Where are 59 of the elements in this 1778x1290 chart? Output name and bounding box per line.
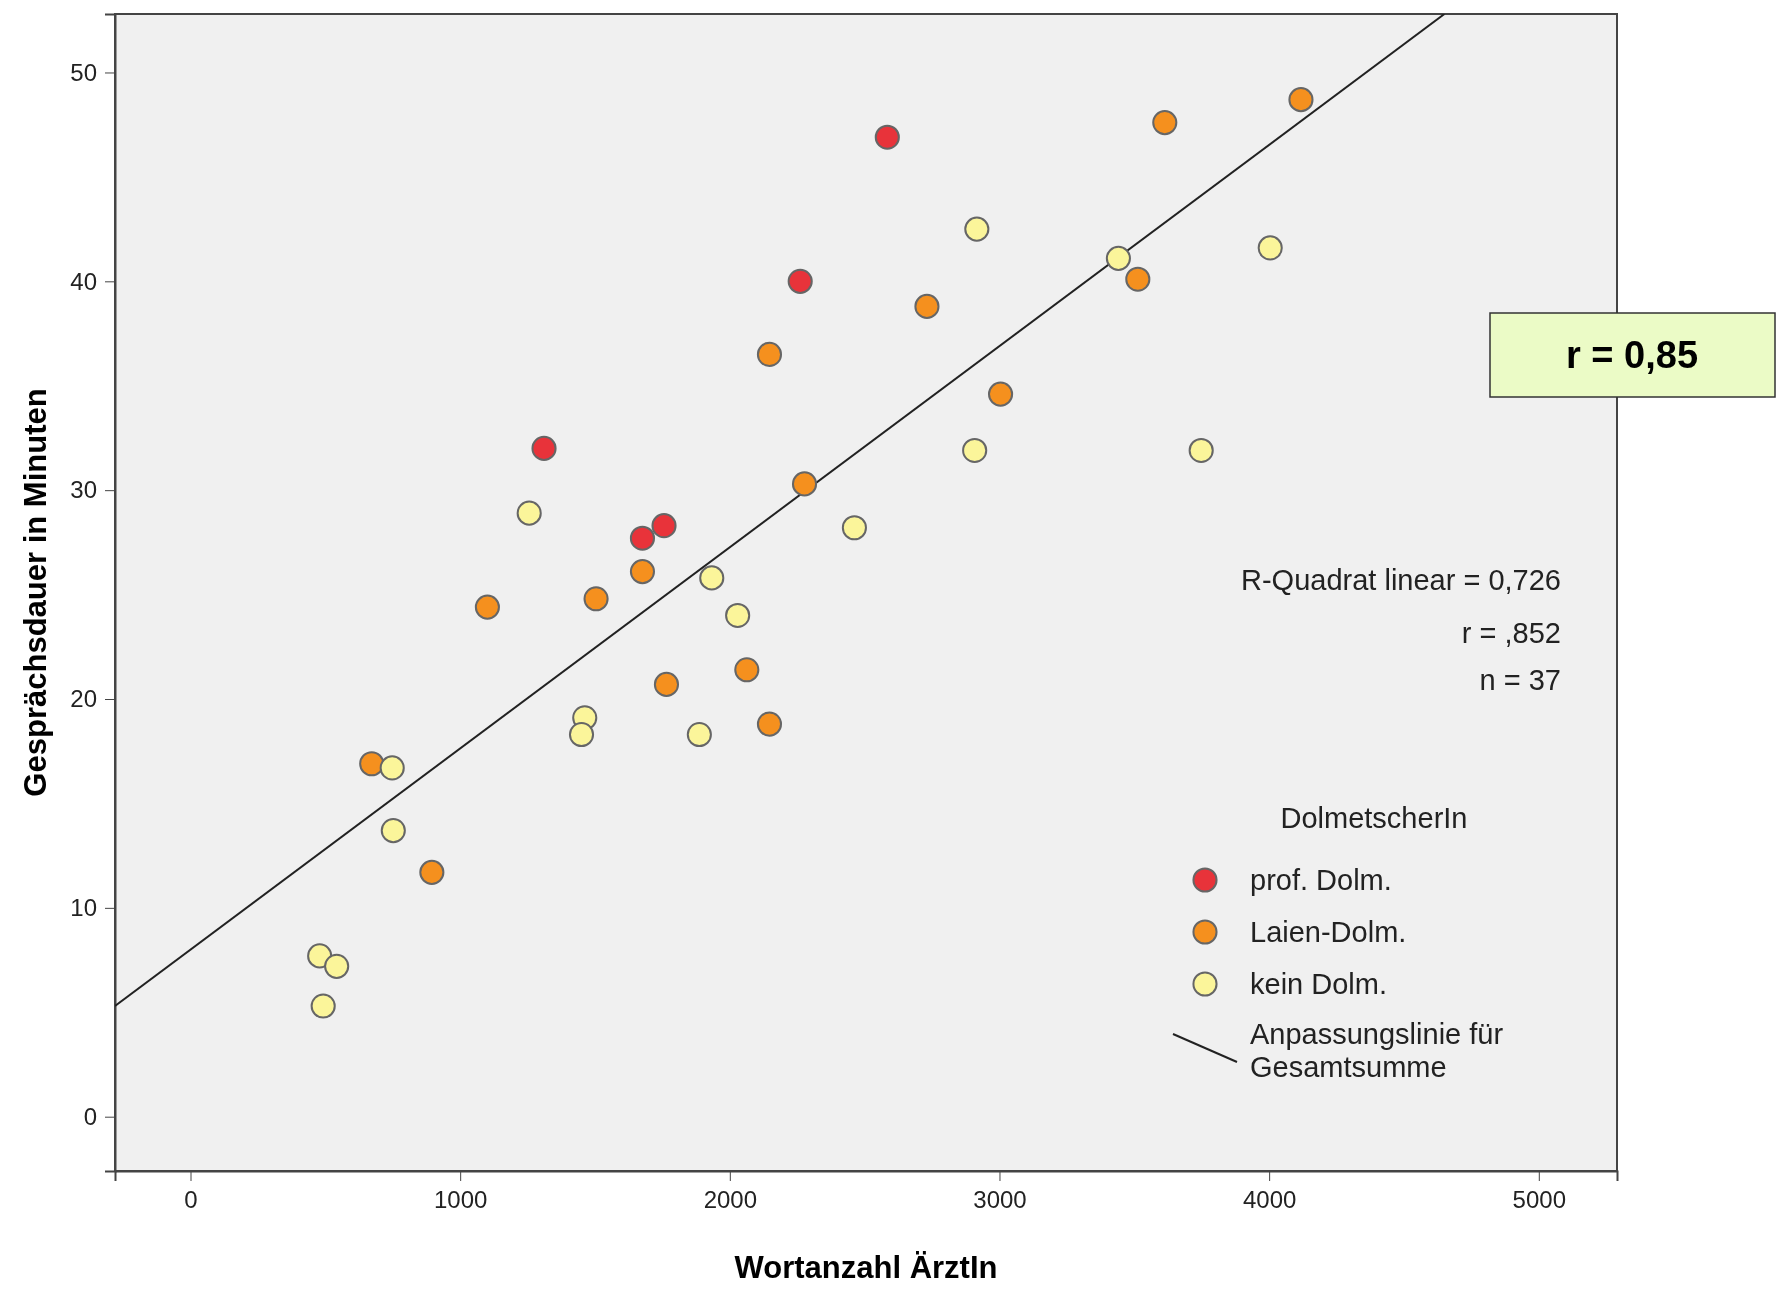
x-tick-label: 1000	[433, 1186, 488, 1214]
y-tick-label: 50	[70, 58, 97, 86]
x-tick-label: 5000	[1512, 1186, 1566, 1214]
point	[359, 751, 385, 777]
legend-title: DolmetscherIn	[1280, 802, 1468, 834]
y-tick-label: 10	[70, 894, 97, 922]
point	[1152, 110, 1178, 136]
point	[1188, 437, 1214, 464]
point	[419, 859, 445, 885]
point	[841, 515, 867, 541]
point	[629, 525, 656, 551]
point	[1257, 235, 1283, 261]
y-tick-label: 40	[70, 267, 97, 295]
point	[734, 657, 760, 683]
legend-label: Anpassungslinie für Gesamtsumme	[1250, 1018, 1504, 1083]
point	[653, 671, 680, 697]
point	[516, 500, 542, 526]
legend-label: prof. Dolm.	[1250, 864, 1392, 896]
point	[874, 124, 900, 150]
x-tick-label: 4000	[1242, 1186, 1297, 1214]
annotation: R-Quadrat linear = 0,726	[1241, 564, 1561, 596]
point	[756, 711, 783, 737]
point	[568, 721, 595, 748]
point	[1125, 266, 1151, 292]
point	[686, 721, 712, 748]
x-tick-label: 3000	[973, 1186, 1027, 1214]
point	[988, 381, 1014, 407]
point	[629, 559, 656, 585]
point	[310, 993, 336, 1019]
point	[725, 602, 751, 629]
point	[379, 755, 405, 781]
point	[756, 341, 783, 367]
legend-label: Laien-Dolm.	[1250, 916, 1407, 948]
point	[583, 586, 609, 612]
point	[1105, 245, 1131, 271]
legend-label: kein Dolm.	[1250, 968, 1387, 1000]
point	[964, 216, 990, 242]
y-tick-label: 0	[83, 1102, 97, 1130]
point	[699, 565, 725, 591]
point	[962, 437, 988, 464]
x-axis-title: Wortanzahl ÄrztIn	[734, 1250, 998, 1285]
annotation: r = 0,85	[1565, 334, 1699, 376]
annotation: n = 37	[1479, 664, 1561, 696]
x-tick-label: 2000	[703, 1186, 758, 1214]
point	[531, 435, 557, 461]
y-tick-label: 30	[70, 476, 97, 504]
y-axis-title: Gesprächsdauer in Minuten	[18, 388, 53, 797]
point	[914, 293, 940, 319]
x-tick-label: 0	[184, 1186, 198, 1214]
point	[307, 943, 333, 969]
point	[474, 594, 500, 620]
point	[324, 953, 350, 979]
point	[1288, 87, 1314, 113]
point	[791, 471, 818, 497]
point	[651, 513, 677, 539]
point	[787, 268, 813, 294]
y-tick-label: 20	[70, 685, 97, 713]
annotation: r = ,852	[1461, 617, 1561, 649]
point	[380, 818, 406, 844]
